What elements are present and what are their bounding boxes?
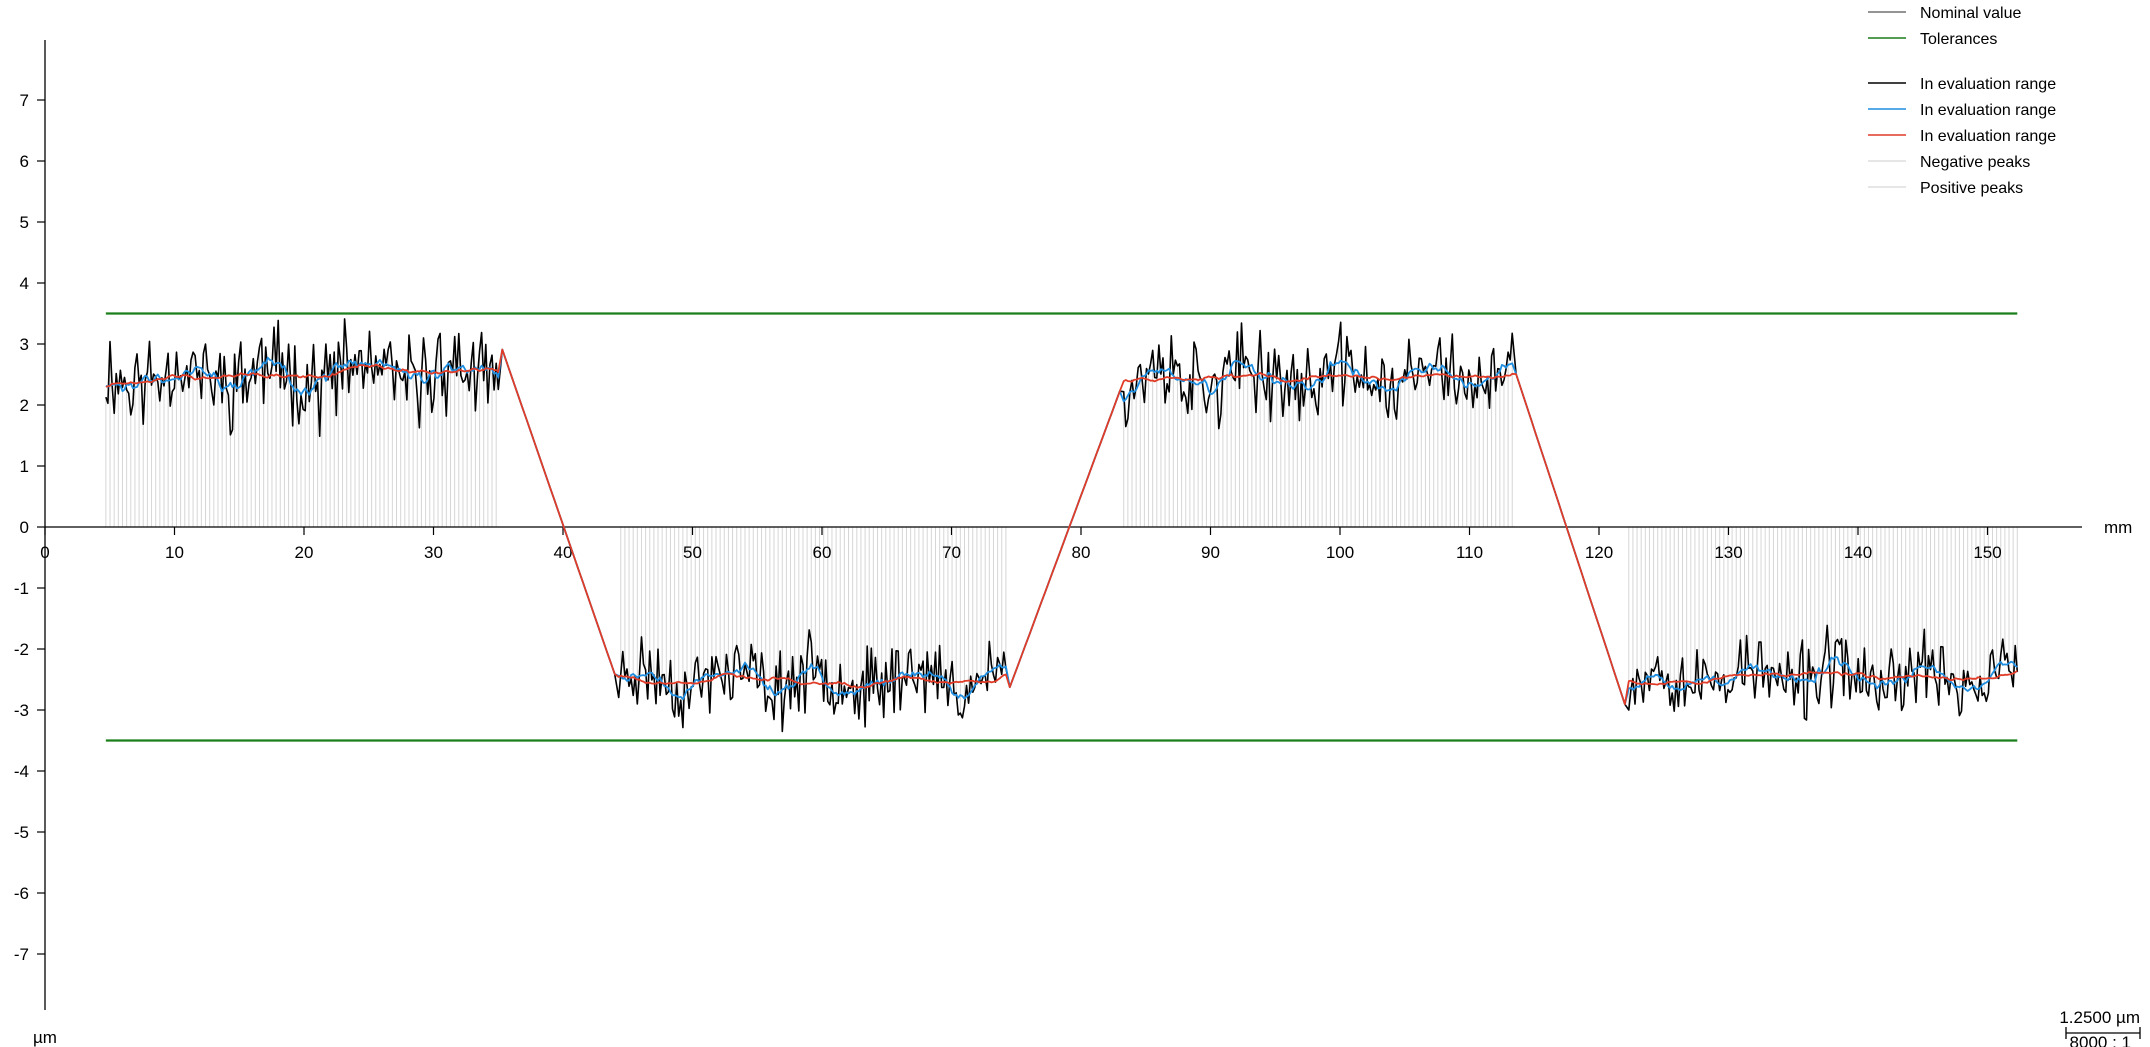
y-unit-label: µm bbox=[33, 1028, 57, 1047]
series-layer bbox=[105, 318, 2019, 733]
legend-label: Negative peaks bbox=[1920, 154, 2030, 171]
y-tick-label: -6 bbox=[14, 884, 29, 903]
y-tick-label: 4 bbox=[20, 274, 29, 293]
x-tick-label: 50 bbox=[683, 543, 702, 562]
x-tick-label: 30 bbox=[424, 543, 443, 562]
y-tick-label: 2 bbox=[20, 396, 29, 415]
x-tick-label: 100 bbox=[1326, 543, 1354, 562]
y-tick-label: 7 bbox=[20, 91, 29, 110]
y-tick-label: 6 bbox=[20, 152, 29, 171]
scale-value: 1.2500 µm bbox=[2059, 1008, 2140, 1027]
x-tick-label: 140 bbox=[1844, 543, 1872, 562]
x-tick-label: 60 bbox=[813, 543, 832, 562]
x-tick-label: 90 bbox=[1201, 543, 1220, 562]
x-unit-label: mm bbox=[2104, 518, 2132, 537]
x-tick-label: 70 bbox=[942, 543, 961, 562]
x-tick-label: 110 bbox=[1456, 543, 1483, 562]
x-tick-label: 0 bbox=[40, 543, 49, 562]
y-tick-label: -5 bbox=[14, 823, 29, 842]
y-tick-label: 0 bbox=[20, 518, 29, 537]
y-tick-label: 3 bbox=[20, 335, 29, 354]
x-tick-label: 150 bbox=[1973, 543, 2001, 562]
legend-label: In evaluation range bbox=[1920, 128, 2056, 145]
x-tick-label: 80 bbox=[1072, 543, 1091, 562]
legend-label: Nominal value bbox=[1920, 5, 2021, 22]
peaks-layer bbox=[105, 330, 2018, 732]
x-tick-label: 120 bbox=[1585, 543, 1613, 562]
y-tick-label: -1 bbox=[14, 579, 29, 598]
y-tick-label: -4 bbox=[14, 762, 29, 781]
x-tick-label: 10 bbox=[165, 543, 184, 562]
ticks-layer: 0 10 20 30 40 50 60 70 80 90 100 110 120 130 140 150-7-… bbox=[14, 91, 2002, 964]
y-tick-label: -2 bbox=[14, 640, 29, 659]
y-tick-label: 5 bbox=[20, 213, 29, 232]
y-tick-label: -7 bbox=[14, 945, 29, 964]
legend-label: Tolerances bbox=[1920, 31, 1997, 48]
x-tick-label: 40 bbox=[554, 543, 573, 562]
legend: Nominal value Tolerances In evaluation ran… bbox=[1868, 5, 2056, 197]
scale-ratio: 8000 : 1 bbox=[2070, 1033, 2131, 1047]
tolerance-layer bbox=[105, 312, 2018, 742]
legend-label: In evaluation range bbox=[1920, 102, 2056, 119]
legend-label: Positive peaks bbox=[1920, 180, 2023, 197]
axes-layer bbox=[44, 40, 2082, 1010]
y-tick-label: 1 bbox=[20, 457, 29, 476]
x-tick-label: 20 bbox=[295, 543, 314, 562]
x-tick-label: 130 bbox=[1714, 543, 1742, 562]
scale-indicator: 1.2500 µm 8000 : 1 bbox=[2059, 1008, 2141, 1047]
y-tick-label: -3 bbox=[14, 701, 29, 720]
series-line-3 bbox=[105, 348, 2018, 706]
legend-label: In evaluation range bbox=[1920, 76, 2056, 93]
